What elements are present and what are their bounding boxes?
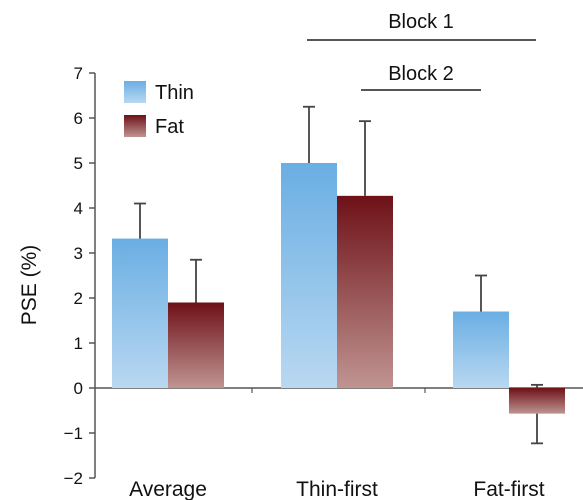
y-tick-label: 5 (74, 154, 83, 173)
y-tick-label: 3 (74, 244, 83, 263)
category-label: Thin-first (296, 478, 378, 500)
legend-swatch-thin (124, 81, 146, 103)
bar-thin (281, 163, 337, 388)
bar-fat (168, 302, 224, 388)
y-tick-label: 2 (74, 289, 83, 308)
y-tick-label: 6 (74, 109, 83, 128)
y-axis-label: PSE (%) (18, 245, 41, 326)
legend-swatch-fat (124, 115, 146, 137)
y-tick-label: 7 (74, 64, 83, 83)
legend-label: Thin (155, 82, 194, 104)
annotation-label: Block 2 (388, 63, 454, 85)
category-label: Average (129, 478, 207, 500)
y-axis-ticks: −2 −1 0 1 2 3 4 5 6 7 (64, 64, 95, 488)
legend: Thin Fat (124, 81, 194, 138)
bar-fat (337, 195, 393, 388)
bar-fat (509, 388, 565, 414)
y-tick-label: 0 (74, 379, 83, 398)
y-tick-label: −2 (64, 469, 83, 488)
error-bars (134, 105, 543, 445)
legend-label: Fat (155, 116, 184, 138)
y-tick-label: 4 (74, 199, 83, 218)
annotation-label: Block 1 (388, 11, 454, 33)
y-tick-label: −1 (64, 424, 83, 443)
category-labels: Average Thin-first Fat-first (129, 478, 545, 500)
bar-thin (112, 238, 168, 388)
bar-thin (453, 311, 509, 388)
y-tick-label: 1 (74, 334, 83, 353)
category-label: Fat-first (473, 478, 544, 500)
bars (112, 163, 565, 414)
annotations: Block 1 Block 2 (307, 11, 536, 91)
